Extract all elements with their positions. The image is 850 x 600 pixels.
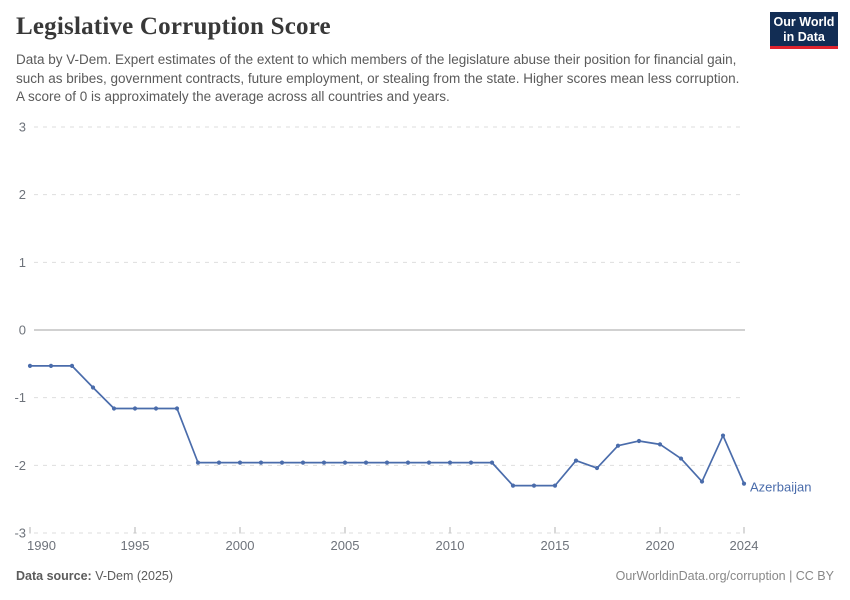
data-point[interactable] [384,460,390,465]
chart-subtitle: Data by V-Dem. Expert estimates of the e… [16,52,740,104]
data-point[interactable] [699,479,705,484]
data-point[interactable] [510,483,516,488]
data-point[interactable] [405,460,411,465]
y-tick-label: 0 [19,323,26,338]
data-point[interactable] [636,438,642,444]
y-tick-label: -1 [14,390,26,405]
series-line-azerbaijan[interactable] [29,365,745,487]
data-point[interactable] [90,385,96,390]
data-point[interactable] [468,460,474,465]
owid-logo-line1: Our World [773,15,835,29]
y-tick-label: -2 [14,458,26,473]
data-point[interactable] [678,456,684,461]
y-tick-label: 2 [19,187,26,202]
data-point[interactable] [195,460,201,465]
data-point[interactable] [615,443,621,448]
data-point[interactable] [174,406,180,411]
data-point[interactable] [321,460,327,465]
x-tick-label: 2015 [541,538,570,553]
data-point[interactable] [657,442,663,447]
data-point[interactable] [132,406,138,411]
owid-logo[interactable]: Our World in Data [770,12,838,49]
data-point[interactable] [216,460,222,465]
owid-cc-link[interactable]: OurWorldinData.org/corruption | CC BY [615,569,834,583]
x-tick-label: 2020 [646,538,675,553]
y-tick-label: -3 [14,526,26,541]
data-point[interactable] [27,363,33,368]
data-source-note: Data source: V-Dem (2025) [16,569,173,583]
data-point[interactable] [426,460,432,465]
data-point[interactable] [741,481,747,486]
data-point[interactable] [69,363,75,368]
data-point[interactable] [447,460,453,465]
data-source-value: V-Dem (2025) [91,569,174,583]
data-point[interactable] [258,460,264,465]
page-title: Legislative Corruption Score [16,13,331,40]
data-point[interactable] [111,406,117,411]
x-tick-label: 2000 [226,538,255,553]
data-point[interactable] [279,460,285,465]
data-point[interactable] [489,460,495,465]
data-point[interactable] [552,483,558,488]
data-point[interactable] [300,460,306,465]
data-point[interactable] [531,483,537,488]
data-point[interactable] [363,460,369,465]
data-point[interactable] [573,458,579,463]
y-tick-label: 3 [19,119,26,134]
data-point[interactable] [720,433,726,438]
data-point[interactable] [342,460,348,465]
x-tick-label: 2005 [331,538,360,553]
data-point[interactable] [237,460,243,465]
x-tick-label: 1990 [27,538,56,553]
y-tick-label: 1 [19,255,26,270]
data-source-label: Data source: [16,569,92,583]
data-point[interactable] [153,406,159,411]
entity-label[interactable]: Azerbaijan [750,480,811,495]
x-tick-label: 1995 [121,538,150,553]
x-tick-label: 2024 [730,538,759,553]
owid-logo-line2: in Data [783,29,825,44]
data-point[interactable] [594,465,600,471]
data-point[interactable] [48,363,54,368]
x-tick-label: 2010 [436,538,465,553]
